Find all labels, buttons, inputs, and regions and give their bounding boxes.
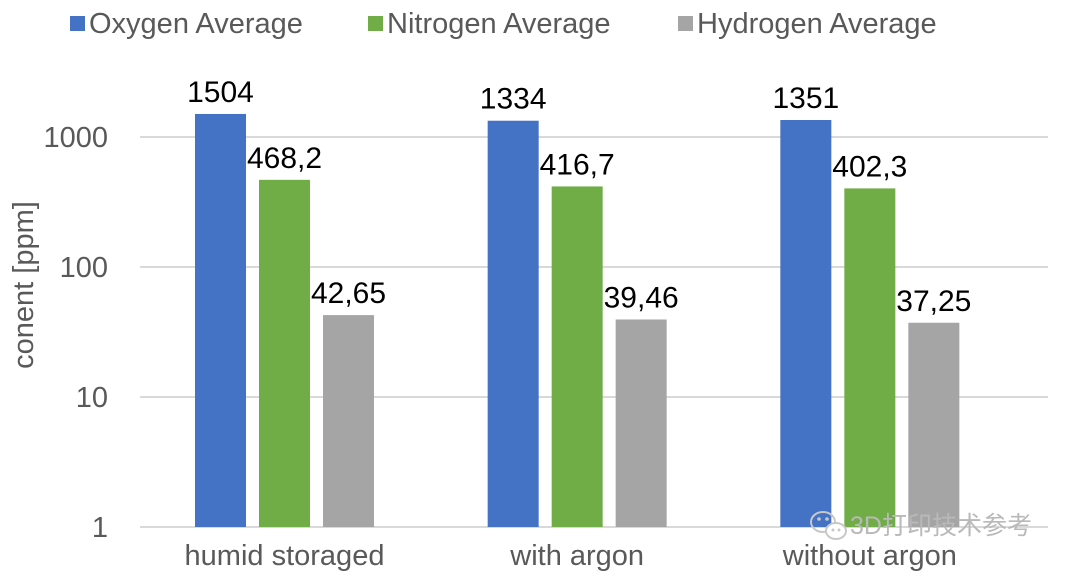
legend-swatch: [70, 16, 85, 31]
y-tick-label: 1: [92, 512, 108, 544]
data-label: 37,25: [896, 285, 971, 318]
watermark-text: 3D打印技术参考: [850, 512, 1032, 540]
legend-swatch: [678, 16, 693, 31]
x-category-label: with argon: [509, 540, 644, 572]
y-tick-label: 10: [76, 382, 108, 414]
x-category-label: humid storaged: [185, 540, 385, 572]
bar: [259, 179, 310, 527]
legend: Oxygen Average Nitrogen Average Hydrogen A…: [70, 8, 937, 40]
legend-label: Nitrogen Average: [387, 8, 611, 40]
bar: [780, 120, 832, 527]
data-label: 402,3: [832, 150, 907, 183]
bar: [844, 188, 896, 527]
y-tick-label: 100: [60, 252, 108, 284]
wechat-icon: [810, 511, 847, 540]
data-labels: 1504 468,2 42,65 1334 416,7 39,46 1351 402,3 37,…: [187, 76, 971, 318]
x-category-label: without argon: [782, 540, 957, 572]
data-label: 416,7: [540, 148, 615, 181]
bar: [615, 319, 667, 527]
bar: [908, 322, 960, 527]
legend-swatch: [368, 16, 383, 31]
y-axis-ticks: 1 10 100 1000: [43, 122, 108, 544]
y-axis-label: conent [ppm]: [8, 201, 40, 369]
data-label: 468,2: [247, 142, 322, 175]
legend-label: Hydrogen Average: [697, 8, 937, 40]
data-label: 1351: [772, 82, 839, 115]
bar: [323, 315, 374, 527]
bar: [195, 113, 246, 528]
data-label: 1334: [480, 83, 547, 116]
data-label: 42,65: [311, 277, 386, 310]
legend-label: Oxygen Average: [89, 8, 303, 40]
bar: [487, 120, 539, 528]
bars: [195, 113, 960, 528]
data-label: 39,46: [604, 281, 679, 314]
data-label: 1504: [187, 76, 254, 109]
watermark: 3D打印技术参考: [810, 511, 1032, 540]
y-tick-label: 1000: [43, 122, 108, 154]
bar: [551, 186, 603, 527]
x-axis-categories: humid storaged with argon without argon: [185, 540, 957, 572]
